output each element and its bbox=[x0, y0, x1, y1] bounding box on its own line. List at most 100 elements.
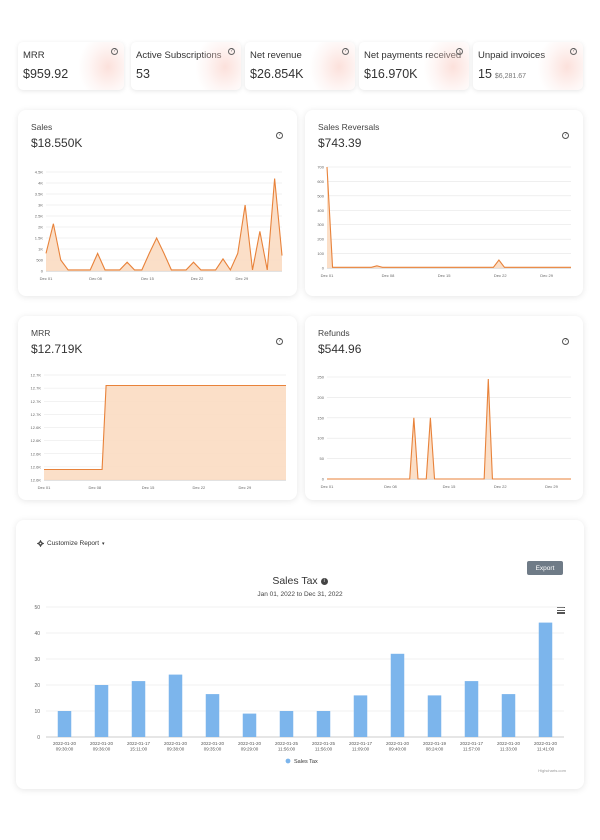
x-tick-label: 09:35:00 bbox=[204, 747, 222, 752]
bar bbox=[316, 711, 331, 737]
kpi-net-payments-received[interactable]: Net payments received $16.970K ? bbox=[359, 42, 469, 90]
refunds-chart[interactable]: 0 50 100 150 200 250 Dec 01 Dec 08 Dec 15 Dec 22 D… bbox=[305, 316, 583, 500]
bar bbox=[464, 681, 479, 737]
y-tick-label: 200 bbox=[317, 395, 324, 400]
help-icon[interactable]: ? bbox=[456, 48, 463, 55]
sales-tax-chart[interactable]: 010203040502022-01-2009:30:002022-01-200… bbox=[16, 520, 584, 789]
x-tick-label: Dec 15 bbox=[443, 484, 456, 489]
bar bbox=[168, 674, 183, 737]
kpi-label: Net revenue bbox=[250, 50, 302, 61]
bar bbox=[353, 695, 368, 737]
help-icon[interactable]: ? bbox=[562, 338, 569, 345]
x-tick-label: Dec 22 bbox=[193, 485, 206, 490]
x-tick-label: 2022-01-17 bbox=[460, 741, 484, 746]
y-tick-label: 300 bbox=[317, 222, 324, 227]
bar bbox=[242, 713, 257, 737]
sales-reversals-chart[interactable]: 0 100 200 300 400 500 600 700 Dec 01 Dec 08 Dec 15… bbox=[305, 110, 583, 296]
y-tick-label: 700 bbox=[317, 165, 324, 170]
x-tick-label: 2022-01-20 bbox=[164, 741, 188, 746]
chart-credits: Highcharts.com bbox=[538, 768, 566, 773]
gear-icon bbox=[37, 540, 44, 547]
card-value: $18.550K bbox=[31, 136, 83, 150]
help-icon[interactable]: ? bbox=[111, 48, 118, 55]
x-tick-label: 2022-01-20 bbox=[201, 741, 225, 746]
export-button[interactable]: Export bbox=[527, 561, 563, 575]
y-tick-label: 30 bbox=[34, 657, 40, 663]
y-tick-label: 12.6K bbox=[31, 451, 42, 456]
x-tick-label: 11:56:00 bbox=[278, 747, 296, 752]
kpi-mrr[interactable]: MRR $959.92 ? bbox=[18, 42, 124, 90]
help-icon[interactable]: ? bbox=[570, 48, 577, 55]
series-line bbox=[327, 379, 571, 480]
y-tick-label: 12.6K bbox=[31, 478, 42, 483]
y-tick-label: 150 bbox=[317, 415, 324, 420]
y-tick-label: 2K bbox=[38, 225, 43, 230]
card-title: MRR bbox=[31, 328, 51, 338]
y-tick-label: 40 bbox=[34, 631, 40, 637]
y-tick-label: 3.5K bbox=[35, 192, 44, 197]
x-tick-label: 11:09:00 bbox=[352, 747, 370, 752]
y-tick-label: 12.6K bbox=[31, 425, 42, 430]
x-tick-label: Dec 08 bbox=[384, 484, 397, 489]
report-date-range: Jan 01, 2022 to Dec 31, 2022 bbox=[257, 591, 343, 598]
x-tick-label: Dec 22 bbox=[494, 273, 507, 278]
y-tick-label: 12.7K bbox=[31, 373, 42, 378]
card-title: Refunds bbox=[318, 328, 350, 338]
card-sales: Sales $18.550K ? 0 500 1K 1.5K 2K 2.5K 3K 3.5K 4… bbox=[18, 110, 297, 296]
x-tick-label: 09:38:00 bbox=[167, 747, 185, 752]
bar bbox=[205, 694, 220, 737]
help-icon[interactable]: ? bbox=[562, 132, 569, 139]
x-tick-label: Dec 22 bbox=[494, 484, 507, 489]
y-tick-label: 250 bbox=[317, 375, 324, 380]
series-area bbox=[44, 385, 286, 480]
y-tick-label: 200 bbox=[317, 237, 324, 242]
card-value: $743.39 bbox=[318, 136, 362, 150]
kpi-value: $959.92 bbox=[23, 67, 69, 81]
kpi-unpaid-invoices[interactable]: Unpaid invoices 15 $6,281.67 ? bbox=[473, 42, 583, 90]
y-tick-label: 12.6K bbox=[31, 464, 42, 469]
help-icon[interactable]: ? bbox=[342, 48, 349, 55]
x-tick-label: 11:41:00 bbox=[537, 747, 555, 752]
help-icon[interactable]: ? bbox=[276, 338, 283, 345]
x-tick-label: Dec 29 bbox=[239, 485, 252, 490]
x-tick-label: 11:56:00 bbox=[315, 747, 333, 752]
y-tick-label: 0 bbox=[41, 269, 44, 274]
help-icon[interactable]: ? bbox=[276, 132, 283, 139]
x-tick-label: Dec 08 bbox=[89, 276, 102, 281]
x-tick-label: 11:57:00 bbox=[463, 747, 481, 752]
x-tick-label: Dec 08 bbox=[88, 485, 101, 490]
x-tick-label: Dec 01 bbox=[321, 484, 334, 489]
kpi-active-subscriptions[interactable]: Active Subscriptions 53 ? bbox=[131, 42, 241, 90]
x-tick-label: 2022-01-25 bbox=[275, 741, 299, 746]
kpi-value-main: 15 bbox=[478, 67, 492, 81]
y-tick-label: 100 bbox=[317, 251, 324, 256]
kpi-label: Net payments received bbox=[364, 50, 462, 61]
caret-down-icon: ▾ bbox=[102, 540, 105, 547]
x-tick-label: 2022-01-19 bbox=[423, 741, 447, 746]
card-refunds: Refunds $544.96 ? 0 50 100 150 200 250 Dec 01 D… bbox=[305, 316, 583, 500]
report-title-text: Sales Tax bbox=[272, 575, 318, 587]
series-line bbox=[326, 166, 571, 268]
sales-chart[interactable]: 0 500 1K 1.5K 2K 2.5K 3K 3.5K 4K 4.5K Dec 01 Dec 08… bbox=[18, 110, 297, 296]
mrr-chart[interactable]: 12.6K 12.6K 12.6K 12.6K 12.6K 12.7K 12.7K 12.7K… bbox=[18, 316, 297, 500]
series-area bbox=[46, 178, 282, 271]
series-line bbox=[45, 178, 283, 272]
y-tick-label: 4K bbox=[38, 181, 43, 186]
kpi-net-revenue[interactable]: Net revenue $26.854K ? bbox=[245, 42, 355, 90]
customize-report-button[interactable]: Customize Report ▾ bbox=[37, 540, 105, 547]
bar bbox=[279, 711, 294, 737]
card-sales-reversals: Sales Reversals $743.39 ? 0 100 200 300 400 5… bbox=[305, 110, 583, 296]
card-value: $544.96 bbox=[318, 342, 362, 356]
series-line bbox=[44, 384, 286, 471]
info-icon[interactable]: i bbox=[320, 577, 328, 585]
y-tick-label: 0 bbox=[322, 477, 325, 482]
y-tick-label: 4.5K bbox=[35, 170, 44, 175]
series-area bbox=[327, 167, 571, 268]
bar bbox=[501, 694, 516, 737]
series-area bbox=[327, 379, 571, 479]
x-tick-label: 09:30:00 bbox=[56, 747, 74, 752]
card-title: Sales bbox=[31, 122, 53, 132]
help-icon[interactable]: ? bbox=[228, 48, 235, 55]
chart-menu-icon[interactable] bbox=[557, 607, 565, 615]
x-tick-label: 2022-01-17 bbox=[127, 741, 151, 746]
